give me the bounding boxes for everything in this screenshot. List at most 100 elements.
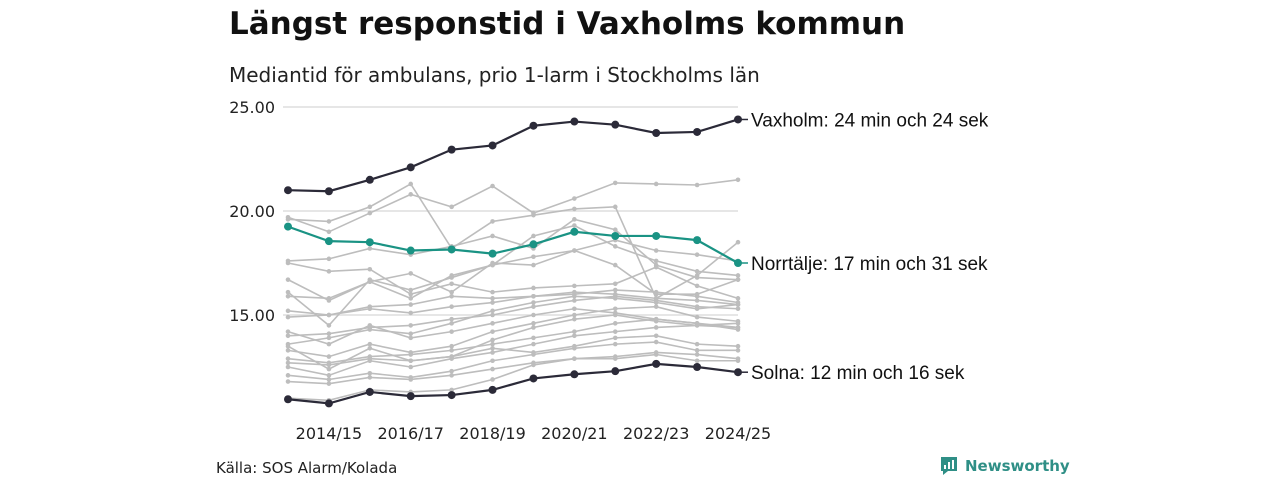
background-series-point [408,377,414,382]
background-series-point [367,204,373,210]
background-series-point [572,223,577,228]
background-series-point [735,177,741,183]
background-series-point [408,287,414,293]
background-series-point [572,312,577,318]
background-series-point [326,366,332,372]
brand-name: Newsworthy [965,457,1070,475]
background-series-point [694,352,700,357]
background-series-point [326,331,332,337]
background-series-point [367,279,373,285]
end-label-vaxholm: Vaxholm: 24 min och 24 sek [751,110,989,131]
background-series-point [653,325,659,330]
background-series-point [449,348,454,353]
background-series-point [653,304,659,309]
background-series-line [287,295,739,337]
background-series-point [490,219,495,224]
page-title: Längst responstid i Vaxholms kommun [229,6,906,42]
background-series-point [408,364,414,370]
background-series-point [653,316,659,322]
background-series-point [326,229,332,235]
background-series-point [694,321,700,326]
background-series-point [449,204,454,210]
series-point-solna [488,385,497,394]
series-point-norrt-lje [570,227,579,236]
background-series-point [735,296,741,301]
background-series-point [285,360,291,366]
series-line-norrt-lje [287,225,739,264]
background-series-point [326,323,332,328]
background-series-point [490,345,495,351]
background-series-point [449,293,454,299]
background-series-point [531,210,536,216]
y-tick-label: 25.00 [229,98,275,117]
background-series-point [531,254,536,260]
background-series-point [694,306,700,312]
background-series-point [694,298,700,303]
background-series-point [735,306,741,312]
series-point-norrt-lje [611,231,620,240]
background-series-point [694,293,700,299]
background-series-point [408,310,414,316]
background-series-line [287,307,739,345]
background-series-point [531,262,536,268]
background-series-point [326,362,332,368]
background-series-point [653,289,659,295]
series-point-norrt-lje [324,237,333,246]
background-series-point [572,248,577,253]
background-series-point [612,227,618,233]
brand-logo[interactable]: Newsworthy [939,456,1070,476]
background-series-point [449,275,454,280]
background-series-point [694,275,700,280]
background-series-point [694,269,700,274]
background-series-point [408,352,414,357]
background-series-point [612,329,618,334]
series-point-norrt-lje [652,231,661,240]
background-series-point [449,321,454,326]
background-series-line [287,249,739,300]
background-series-point [612,204,618,210]
background-series-point [490,308,495,314]
x-tick-label: 2022/23 [623,424,689,443]
background-series-point [572,316,577,322]
series-point-norrt-lje [284,222,292,231]
background-series-point [449,368,454,374]
y-tick-label: 20.00 [229,202,275,221]
series-point-solna [652,359,661,368]
background-series-point [572,217,577,222]
background-series-point [572,283,577,289]
series-point-norrt-lje [406,246,415,255]
background-series-line [287,334,739,366]
background-series-point [408,358,414,364]
series-point-solna [570,370,579,379]
background-series-point [285,329,291,334]
background-series-line [287,295,739,345]
background-series-point [285,308,291,314]
background-series-point [735,273,741,278]
background-series-point [653,248,659,253]
series-point-vaxholm [284,186,292,195]
background-series-point [531,335,536,341]
background-series-point [653,333,659,339]
background-series-point [285,379,291,384]
background-series-point [653,339,659,345]
background-series-point [408,296,414,301]
series-point-solna [365,387,374,396]
background-series-point [612,335,618,341]
background-series-point [612,306,618,312]
background-series-point [694,252,700,257]
background-series-point [408,331,414,337]
background-series-point [285,348,291,353]
series-point-vaxholm [611,120,620,129]
background-series-point [490,321,495,326]
background-series-point [285,214,291,220]
background-series-point [408,323,414,328]
background-series-point [326,296,332,301]
background-series-point [531,341,536,347]
background-series-point [326,335,332,341]
background-series-point [572,333,577,339]
background-series-point [285,343,291,349]
y-tick-label: 15.00 [229,306,275,325]
background-series-point [490,366,495,372]
background-series-point [572,206,577,212]
background-series-point [367,341,373,347]
